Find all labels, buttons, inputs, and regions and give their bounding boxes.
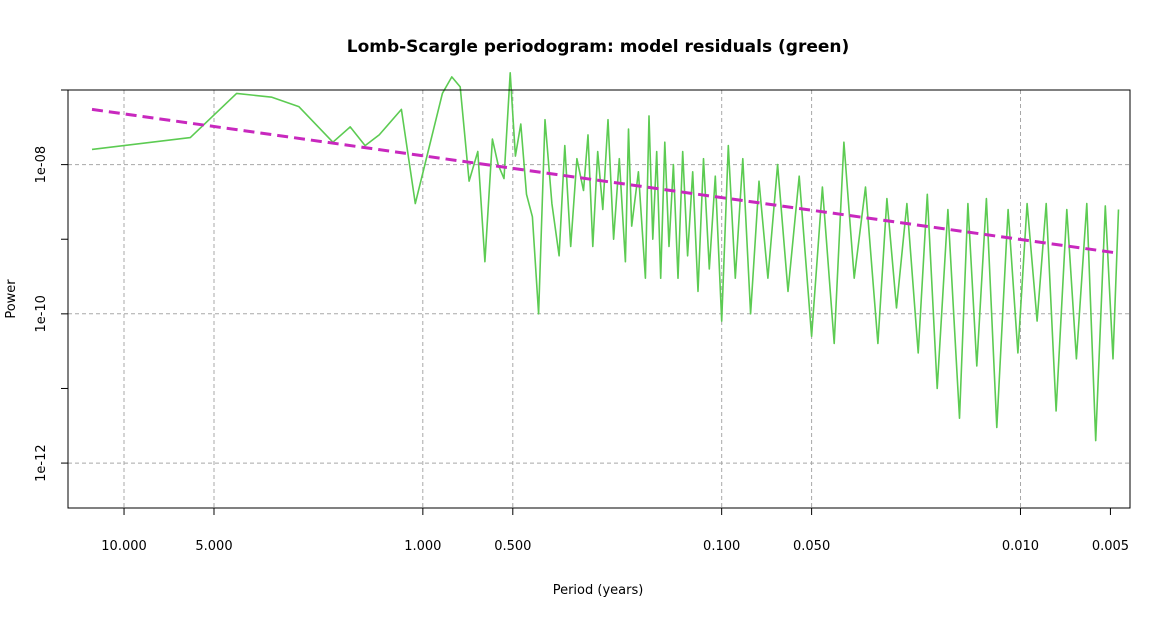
series-layer bbox=[91, 72, 1120, 442]
x-tick-label: 10.000 bbox=[101, 539, 147, 554]
chart-title: Lomb-Scargle periodogram: model residual… bbox=[347, 37, 850, 57]
x-tick-label: 1.000 bbox=[404, 539, 441, 554]
x-tick-label: 0.010 bbox=[1002, 539, 1039, 554]
x-axis-label: Period (years) bbox=[553, 583, 644, 598]
trend-line bbox=[91, 107, 1119, 255]
x-tick-label: 0.100 bbox=[703, 539, 740, 554]
periodogram-line bbox=[91, 72, 1120, 442]
y-tick-label: 1e-08 bbox=[34, 146, 49, 184]
x-tick-label: 0.500 bbox=[494, 539, 531, 554]
y-tick-label: 1e-12 bbox=[34, 444, 49, 482]
x-axis: 10.000 5.000 1.000 0.500 0.100 0.050 0.010 0.00… bbox=[101, 507, 1129, 554]
grid bbox=[68, 90, 1130, 508]
plot-frame bbox=[67, 89, 1131, 509]
x-tick-label: 0.050 bbox=[793, 539, 830, 554]
y-axis-label: Power bbox=[4, 279, 19, 319]
y-axis: 1e-12 1e-10 1e-08 bbox=[34, 89, 69, 482]
y-tick-label: 1e-10 bbox=[34, 295, 49, 333]
x-tick-label: 5.000 bbox=[195, 539, 232, 554]
x-tick-label: 0.005 bbox=[1092, 539, 1129, 554]
